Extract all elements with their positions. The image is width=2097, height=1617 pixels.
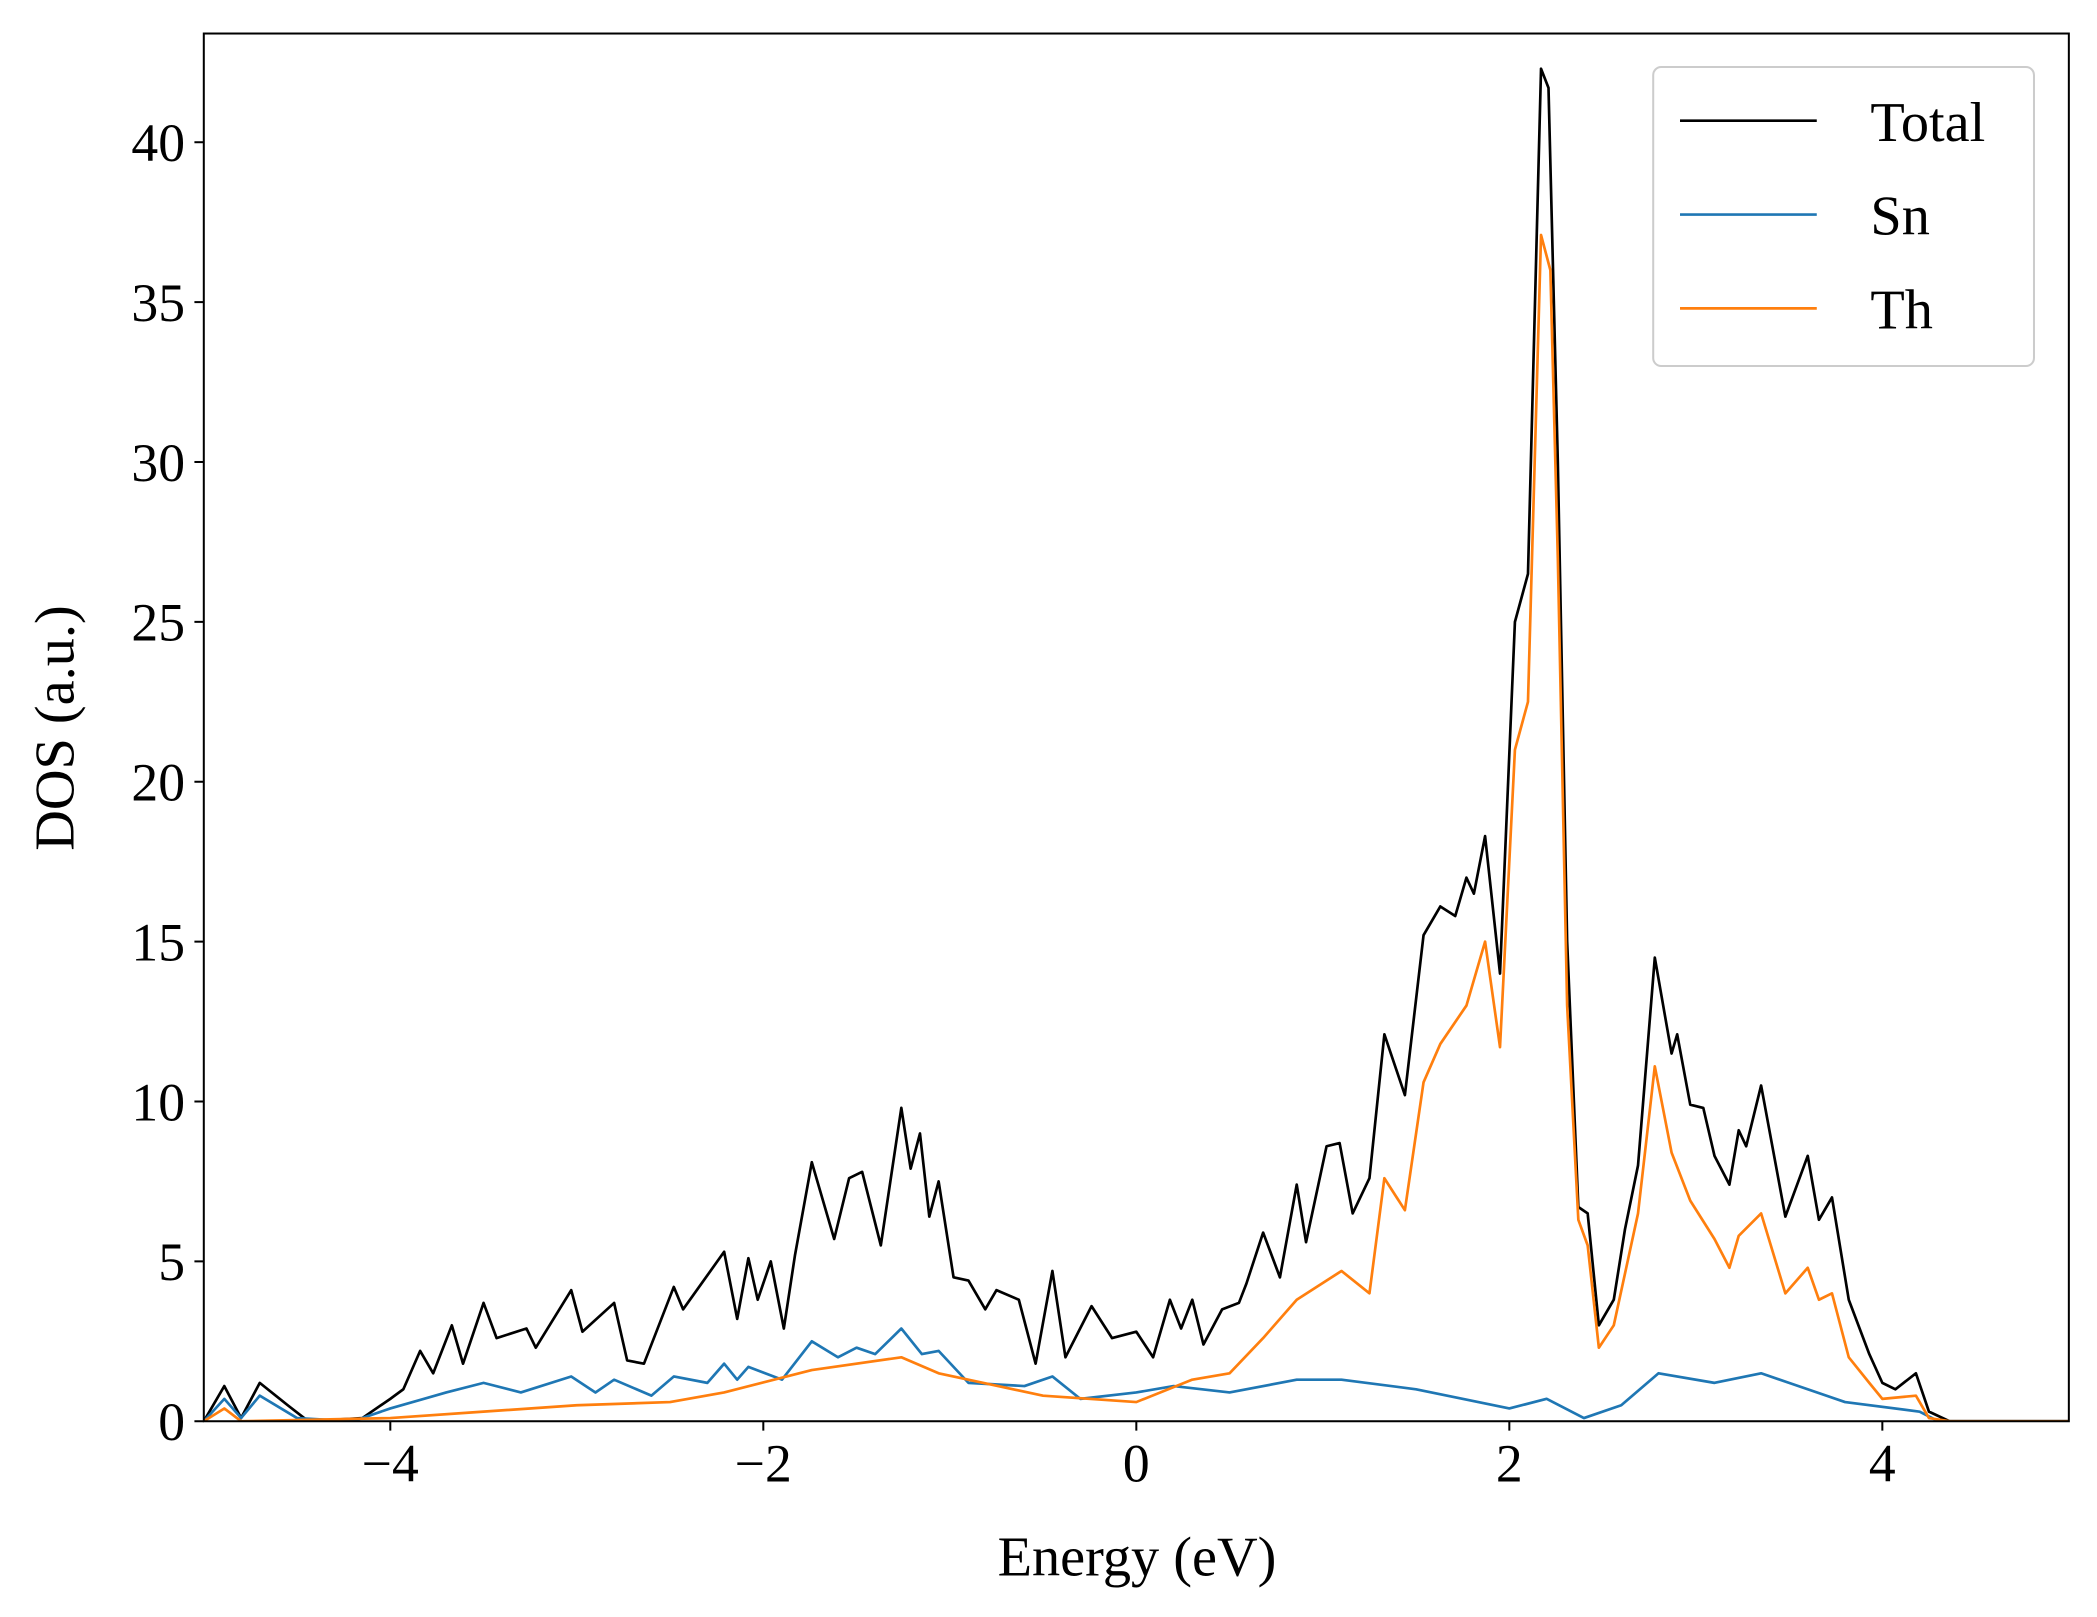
x-tick-label: 4: [1869, 1434, 1896, 1494]
legend-label: Total: [1870, 92, 1985, 154]
x-tick-label: −4: [362, 1434, 419, 1494]
y-tick-label: 20: [131, 753, 185, 813]
y-tick-label: 10: [131, 1072, 185, 1132]
x-axis-label: Energy (eV): [998, 1526, 1277, 1588]
y-tick-label: 35: [131, 273, 185, 333]
x-tick-label: −2: [735, 1434, 792, 1494]
series-line: [203, 1327, 2069, 1422]
x-tick-label: 0: [1123, 1434, 1150, 1494]
y-tick-label: 5: [158, 1232, 185, 1292]
y-tick-label: 0: [158, 1392, 185, 1452]
series-line: [203, 233, 2069, 1422]
y-tick-label: 25: [131, 593, 185, 653]
legend-label: Sn: [1870, 186, 1929, 248]
y-axis-label: DOS (a.u.): [25, 605, 87, 850]
series-line: [203, 67, 2069, 1422]
y-tick-label: 40: [131, 113, 185, 173]
legend-label: Th: [1870, 279, 1933, 341]
y-tick-label: 30: [131, 433, 185, 493]
plot-frame: [202, 32, 2070, 1423]
y-tick-label: 15: [131, 912, 185, 972]
legend-box: [1652, 66, 2035, 368]
x-tick-label: 2: [1496, 1434, 1523, 1494]
